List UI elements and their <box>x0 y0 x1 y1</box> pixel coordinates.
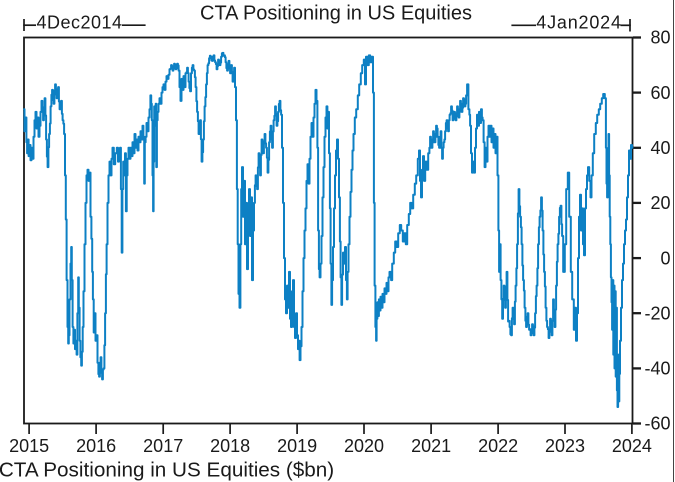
svg-text:2020: 2020 <box>344 436 384 456</box>
svg-text:-60: -60 <box>644 414 670 434</box>
svg-text:2021: 2021 <box>411 436 451 456</box>
svg-text:2016: 2016 <box>76 436 116 456</box>
svg-text:2018: 2018 <box>210 436 250 456</box>
svg-text:2019: 2019 <box>277 436 317 456</box>
svg-text:CTA Positioning in US Equities: CTA Positioning in US Equities <box>200 3 472 25</box>
svg-text:0: 0 <box>660 248 670 268</box>
svg-text:40: 40 <box>650 138 670 158</box>
svg-text:-20: -20 <box>644 303 670 323</box>
svg-text:2017: 2017 <box>143 436 183 456</box>
svg-text:60: 60 <box>650 83 670 103</box>
svg-text:80: 80 <box>650 28 670 48</box>
svg-text:20: 20 <box>650 193 670 213</box>
svg-text:2015: 2015 <box>9 436 49 456</box>
svg-text:4Jan2024: 4Jan2024 <box>536 13 621 33</box>
svg-text:CTA Positioning in US Equities: CTA Positioning in US Equities ($bn) <box>0 458 334 481</box>
svg-text:4Dec2014: 4Dec2014 <box>37 13 123 33</box>
svg-text:-40: -40 <box>644 359 670 379</box>
svg-text:2022: 2022 <box>478 436 518 456</box>
svg-text:2024: 2024 <box>612 436 652 456</box>
svg-text:2023: 2023 <box>545 436 585 456</box>
